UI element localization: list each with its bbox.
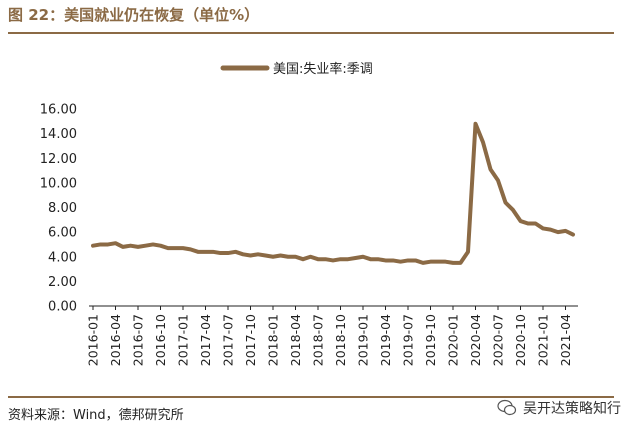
watermark: 吴开达策略知行	[497, 398, 621, 418]
source-note: 资料来源：Wind，德邦研究所	[8, 408, 184, 423]
legend-label: 美国:失业率:季调	[273, 61, 373, 77]
y-tick-label: 10.00	[40, 176, 77, 191]
chart: 美国:失业率:季调 0.00 2.00 4.00 6.00 8.00 10.00 12.00…	[40, 61, 578, 366]
x-axis: 2016-01 2016-04 2016-07 2016-10 2017-01 2017-…	[86, 305, 578, 366]
x-tick-label: 2016-10	[153, 314, 168, 366]
y-tick-label: 8.00	[48, 201, 77, 216]
x-tick-label: 2018-04	[288, 314, 303, 366]
x-tick-label: 2021-01	[536, 314, 551, 366]
y-tick-label: 14.00	[40, 127, 77, 142]
x-tick-label: 2019-10	[423, 314, 438, 366]
chart-title: 图 22：美国就业仍在恢复（单位%）	[8, 6, 260, 24]
x-tick-label: 2018-01	[266, 314, 281, 366]
footer-divider	[8, 396, 614, 398]
y-tick-label: 16.00	[40, 103, 77, 118]
series-line-unemployment	[91, 121, 575, 265]
y-tick-label: 12.00	[40, 152, 77, 167]
y-tick-label: 0.00	[48, 300, 77, 315]
watermark-text: 吴开达策略知行	[523, 401, 621, 417]
x-tick-label: 2019-01	[356, 314, 371, 366]
x-tick-label: 2019-07	[401, 314, 416, 366]
y-tick-label: 6.00	[48, 226, 77, 241]
y-axis: 0.00 2.00 4.00 6.00 8.00 10.00 12.00 14.00 16.00	[40, 103, 77, 315]
x-tick-label: 2017-04	[198, 314, 213, 366]
x-tick-label: 2017-07	[221, 314, 236, 366]
legend: 美国:失业率:季调	[220, 61, 373, 77]
x-tick-label: 2018-07	[311, 314, 326, 366]
x-tick-label: 2020-07	[491, 314, 506, 366]
x-tick-label: 2021-04	[558, 314, 573, 366]
x-tick-label: 2019-04	[378, 314, 393, 366]
x-tick-label: 2017-10	[243, 314, 258, 366]
x-tick-label: 2016-01	[86, 314, 101, 366]
title-divider	[8, 32, 614, 34]
x-tick-label: 2020-01	[446, 314, 461, 366]
wechat-icon	[497, 399, 517, 416]
x-tick-label: 2016-07	[131, 314, 146, 366]
x-tick-label: 2016-04	[108, 314, 123, 366]
y-tick-label: 2.00	[48, 275, 77, 290]
x-tick-label: 2020-10	[513, 314, 528, 366]
x-tick-label: 2018-10	[333, 314, 348, 366]
x-tick-label: 2020-04	[468, 314, 483, 366]
x-tick-label: 2017-01	[176, 314, 191, 366]
y-tick-label: 4.00	[48, 250, 77, 265]
